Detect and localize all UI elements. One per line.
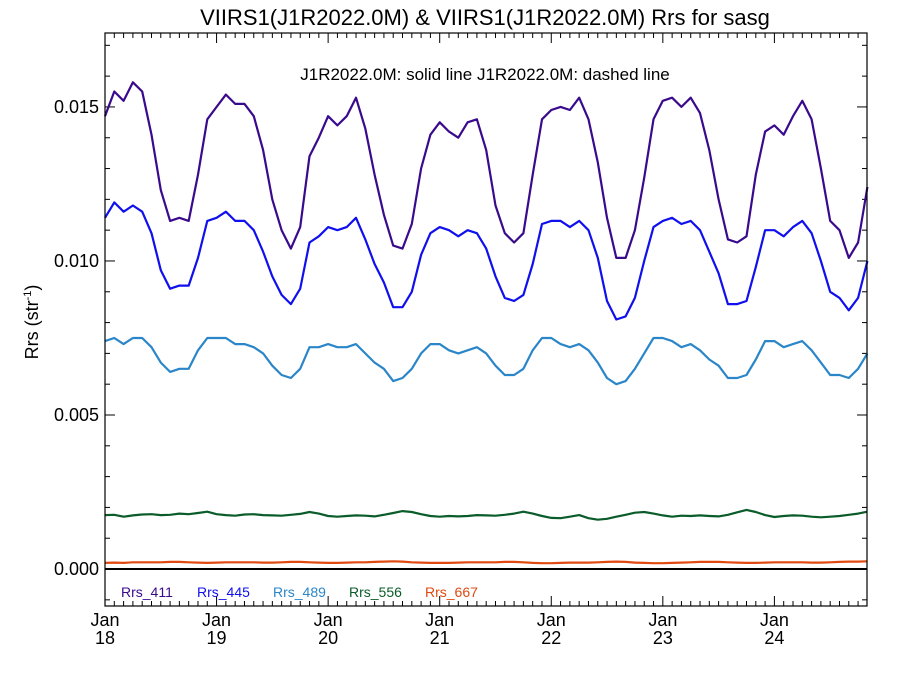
y-tick-label: 0.005 — [54, 405, 99, 425]
legend-item-rrs_411: Rrs_411 — [121, 584, 173, 600]
legend-item-rrs_489: Rrs_489 — [273, 584, 326, 600]
series-line-rrs_489 — [104, 336, 869, 386]
chart-title: VIIRS1(J1R2022.0M) & VIIRS1(J1R2022.0M) … — [200, 5, 770, 30]
y-axis-label: Rrs (str-1) — [22, 285, 42, 360]
legend-item-rrs_667: Rrs_667 — [425, 584, 478, 600]
y-axis-label-main: Rrs (str — [22, 300, 42, 359]
y-axis-label-close: ) — [22, 285, 42, 291]
series-line-rrs_445 — [104, 201, 869, 321]
series-line-rrs_667 — [104, 560, 868, 565]
x-tick-label-month: Jan — [314, 610, 343, 630]
x-tick-label-month: Jan — [202, 610, 231, 630]
y-tick-label: 0.010 — [54, 251, 99, 271]
legend-item-rrs_445: Rrs_445 — [197, 584, 250, 600]
x-tick-label-year: 23 — [653, 628, 673, 648]
x-tick-label-month: Jan — [760, 610, 789, 630]
x-tick-label-month: Jan — [90, 610, 119, 630]
x-tick-label-year: 21 — [430, 628, 450, 648]
x-tick-label-year: 24 — [764, 628, 784, 648]
line-style-note: J1R2022.0M: solid line J1R2022.0M: dashe… — [300, 65, 670, 84]
x-tick-label-month: Jan — [425, 610, 454, 630]
x-tick-label-year: 18 — [95, 628, 115, 648]
x-tick-label-month: Jan — [648, 610, 677, 630]
plot-frame — [104, 32, 868, 607]
y-axis-label-sup: -1 — [22, 291, 34, 301]
x-tick-label-year: 19 — [207, 628, 227, 648]
x-tick-label-month: Jan — [537, 610, 566, 630]
plot-area: 0.0000.0050.0100.015Jan18Jan19Jan20Jan21… — [54, 33, 869, 648]
y-tick-label: 0.015 — [54, 97, 99, 117]
legend-item-rrs_556: Rrs_556 — [349, 584, 402, 600]
y-tick-label: 0.000 — [54, 559, 99, 579]
series-line-rrs_411 — [103, 81, 869, 259]
x-tick-label-year: 22 — [541, 628, 561, 648]
series-line-rrs_556 — [104, 508, 868, 521]
x-tick-label-year: 20 — [318, 628, 338, 648]
